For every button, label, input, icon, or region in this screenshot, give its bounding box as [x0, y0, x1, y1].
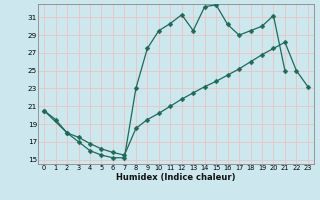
X-axis label: Humidex (Indice chaleur): Humidex (Indice chaleur)	[116, 173, 236, 182]
